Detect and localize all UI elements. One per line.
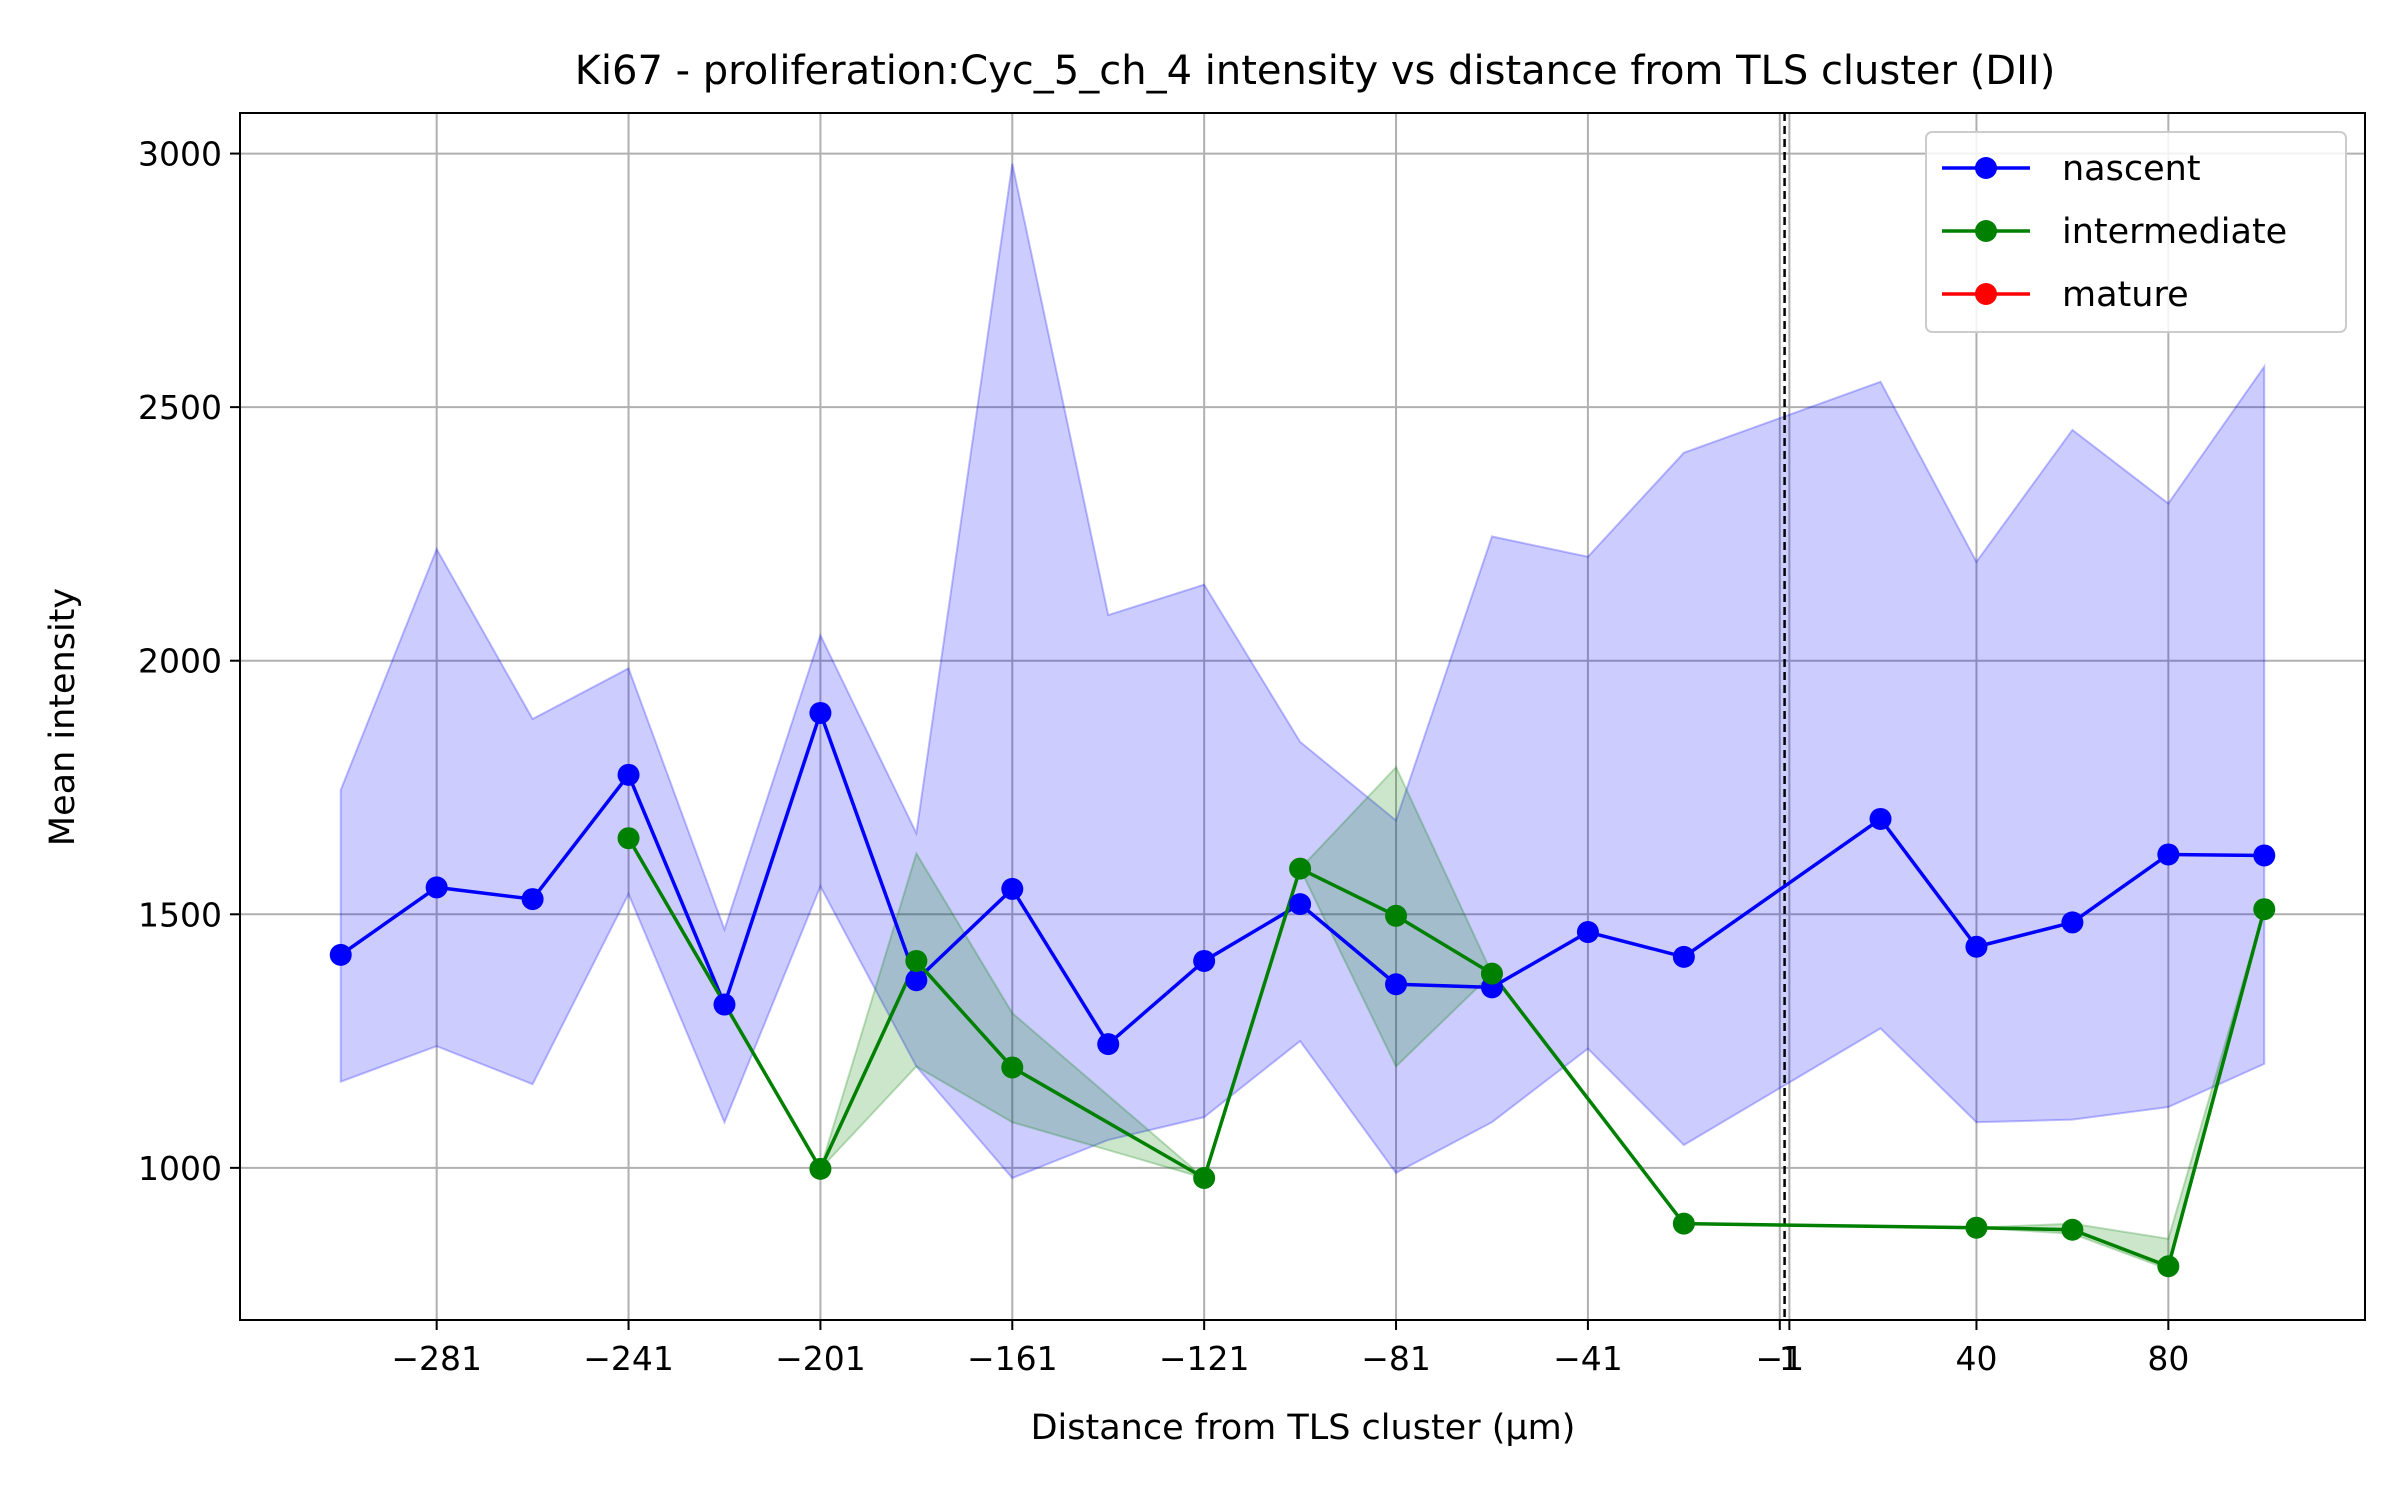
legend-intermediate-marker — [1975, 220, 1997, 242]
x-tick-label: 1 — [1779, 1339, 1800, 1378]
legend-nascent-label: nascent — [2062, 149, 2201, 189]
nascent-point — [521, 888, 544, 911]
legend-mature-label: mature — [2062, 275, 2189, 315]
nascent-point — [905, 969, 928, 992]
intermediate-point — [2061, 1218, 2084, 1241]
intermediate-point — [1001, 1056, 1024, 1079]
y-tick-label: 2500 — [138, 388, 222, 427]
nascent-point — [1097, 1033, 1120, 1056]
series-points — [329, 701, 2276, 1278]
nascent-point — [617, 763, 640, 786]
intermediate-point — [2253, 898, 2276, 921]
nascent-point — [2061, 911, 2084, 934]
nascent-point — [1672, 945, 1695, 968]
nascent-line — [339, 711, 2265, 1046]
nascent-point — [329, 943, 352, 966]
x-tick-label: 40 — [1955, 1339, 1997, 1378]
nascent-point — [1289, 893, 1312, 916]
legend-frame — [1925, 131, 2347, 333]
plot-frame — [239, 112, 2366, 1321]
y-axis: 1000 1500 2000 2500 3000 — [138, 135, 240, 1188]
y-tick-label: 3000 — [138, 135, 222, 174]
x-tick-label: −121 — [1159, 1339, 1250, 1378]
x-tick-label: −281 — [391, 1339, 482, 1378]
y-tick-label: 2000 — [138, 642, 222, 681]
intermediate-point — [1965, 1216, 1988, 1239]
nascent-point — [1193, 949, 1216, 972]
nascent-point — [1001, 877, 1024, 900]
legend: nascent intermediate mature — [1925, 131, 2347, 333]
nascent-point — [2157, 843, 2180, 866]
y-axis-label: Mean intensity — [43, 588, 83, 846]
legend-nascent-marker — [1975, 157, 1997, 179]
x-axis: −281 −241 −201 −161 −121 −81 −41 −11 40 80 — [391, 1320, 2189, 1378]
intermediate-point — [1385, 904, 1408, 927]
legend-mature-marker — [1975, 283, 1997, 305]
nascent-point — [713, 993, 736, 1016]
x-tick-label: −241 — [583, 1339, 674, 1378]
intermediate-point — [1193, 1167, 1216, 1189]
intermediate-point — [617, 827, 640, 850]
x-tick-label: −41 — [1553, 1339, 1623, 1378]
nascent-point — [1869, 807, 1892, 830]
y-tick-label: 1500 — [138, 895, 222, 934]
nascent-point — [809, 701, 832, 724]
intermediate-point — [2157, 1255, 2180, 1278]
nascent-point — [1576, 921, 1599, 944]
intermediate-point — [1672, 1212, 1695, 1235]
intermediate-point — [1289, 857, 1312, 880]
nascent-point — [425, 876, 448, 899]
intermediate-point — [809, 1157, 832, 1180]
x-tick-label: 80 — [2147, 1339, 2189, 1378]
chart-title: Ki67 - proliferation:Cyc_5_ch_4 intensit… — [575, 48, 2056, 94]
intermediate-point — [1480, 962, 1503, 985]
nascent-point — [1965, 935, 1988, 958]
x-axis-label: Distance from TLS cluster (μm) — [1031, 1408, 1576, 1448]
x-tick-label: −201 — [775, 1339, 866, 1378]
legend-intermediate-label: intermediate — [2062, 212, 2287, 252]
nascent-point — [2253, 844, 2276, 867]
x-tick-label: −161 — [967, 1339, 1058, 1378]
x-tick-label: −81 — [1361, 1339, 1431, 1378]
x-tick-label: −1 — [1755, 1339, 1804, 1378]
grid — [240, 113, 2365, 1320]
intermediate-point — [905, 949, 928, 972]
nascent-point — [1385, 973, 1408, 996]
y-tick-label: 1000 — [138, 1149, 222, 1188]
